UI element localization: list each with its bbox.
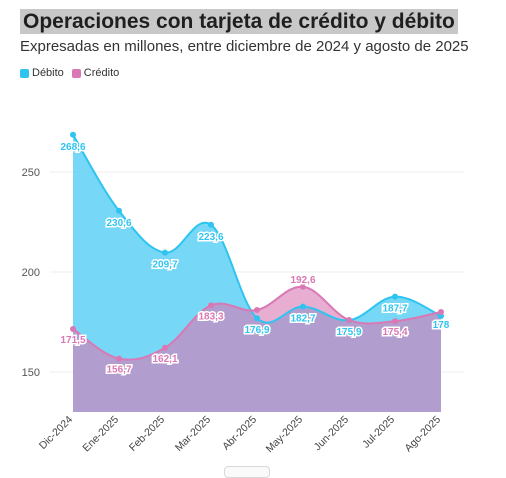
point-credito-6 <box>346 317 352 323</box>
x-tick-label-3: Mar-2025 <box>173 414 213 454</box>
legend: Débito Crédito <box>20 67 119 79</box>
y-tick-label-150: 150 <box>22 367 40 379</box>
point-debito-2 <box>162 249 168 256</box>
x-tick-label-0: Dic-2024 <box>37 414 75 452</box>
point-debito-5 <box>300 303 306 310</box>
data-label-debito-6: 175,9 <box>336 327 361 338</box>
point-debito-0 <box>70 131 76 138</box>
x-tick-label-8: Ago-2025 <box>402 414 443 455</box>
x-tick-label-6: Jun-2025 <box>312 414 352 454</box>
data-label-credito-1: 156,7 <box>106 365 131 376</box>
point-credito-3 <box>208 302 214 309</box>
chart-subtitle: Expresadas en millones, entre diciembre … <box>20 38 469 55</box>
chart-title: Operaciones con tarjeta de crédito y déb… <box>20 9 458 34</box>
data-label-credito-2: 162,1 <box>152 354 177 365</box>
data-label-debito-0: 268,6 <box>60 142 85 153</box>
data-label-debito-3: 223,6 <box>198 232 223 243</box>
legend-label-debito: Débito <box>32 67 64 79</box>
area-credito <box>73 286 441 412</box>
point-credito-8 <box>438 309 444 315</box>
point-credito-1 <box>116 355 122 362</box>
data-label-credito-5: 192,6 <box>290 275 315 286</box>
bottom-scroll-handle[interactable] <box>224 466 270 478</box>
point-debito-4 <box>254 315 260 322</box>
legend-swatch-debito <box>20 68 29 78</box>
x-tick-label-2: Feb-2025 <box>127 414 167 454</box>
point-debito-1 <box>116 207 122 214</box>
point-credito-7 <box>392 318 398 325</box>
x-tick-label-5: May-2025 <box>264 414 306 456</box>
x-tick-label-4: Abr-2025 <box>220 414 259 453</box>
y-tick-label-250: 250 <box>22 167 40 179</box>
data-label-debito-1: 230,6 <box>106 218 131 229</box>
point-credito-5 <box>300 283 306 290</box>
legend-label-credito: Crédito <box>83 67 120 79</box>
data-label-credito-3: 183,3 <box>198 311 223 322</box>
legend-item-debito[interactable]: Débito <box>20 67 64 79</box>
point-debito-7 <box>392 293 398 300</box>
legend-swatch-credito <box>71 68 81 78</box>
data-label-credito-7: 175,4 <box>382 327 407 338</box>
y-tick-label-200: 200 <box>22 267 40 279</box>
data-label-debito-2: 209,7 <box>152 260 177 271</box>
point-credito-0 <box>70 326 76 332</box>
x-tick-label-7: Jul-2025 <box>360 414 397 451</box>
legend-item-credito[interactable]: Crédito <box>71 67 120 79</box>
point-debito-3 <box>208 221 214 228</box>
data-label-debito-7: 187,7 <box>382 304 407 315</box>
data-label-debito-8: 178 <box>433 320 450 331</box>
x-tick-label-1: Ene-2025 <box>80 414 121 455</box>
data-label-debito-4: 176,9 <box>244 325 269 336</box>
data-label-credito-0: 171,5 <box>60 335 85 346</box>
point-credito-4 <box>254 307 260 313</box>
point-credito-2 <box>162 344 168 351</box>
data-label-debito-5: 182,7 <box>290 314 315 325</box>
line-debito <box>72 134 442 324</box>
